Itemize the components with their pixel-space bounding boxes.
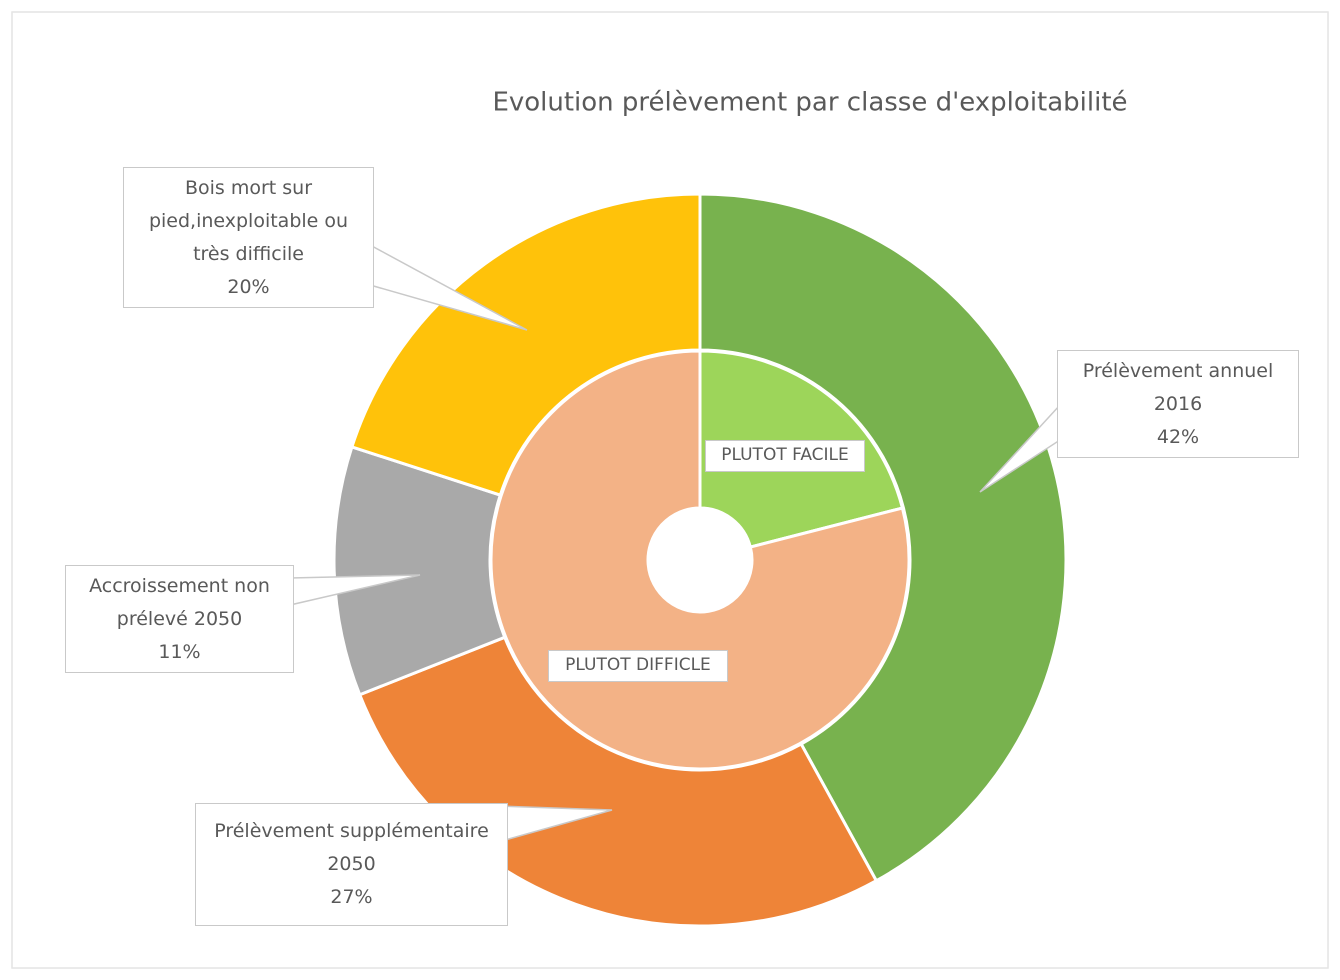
data-label: Prélèvement supplémentaire 2050 27% xyxy=(195,803,508,926)
data-label-name: Bois mort sur pied,inexploitable ou très… xyxy=(148,176,349,265)
data-label-value: 20% xyxy=(227,275,270,298)
data-label-value: 42% xyxy=(1156,425,1200,448)
data-label-value: 11% xyxy=(158,640,201,663)
data-label-name: Prélèvement annuel 2016 xyxy=(1082,359,1274,415)
inner-label: PLUTOT FACILE xyxy=(705,440,865,472)
chart-border xyxy=(11,11,1329,969)
data-label-value: 27% xyxy=(330,886,373,908)
data-label-name: Prélèvement supplémentaire 2050 xyxy=(214,820,489,875)
data-label: Accroissement non prélevé 2050 11% xyxy=(65,565,294,673)
inner-label: PLUTOT DIFFICLE xyxy=(548,650,728,682)
chart-title: Evolution prélèvement par classe d'explo… xyxy=(492,88,1127,118)
data-label: Prélèvement annuel 2016 42% xyxy=(1057,350,1299,458)
data-label-name: Accroissement non prélevé 2050 xyxy=(89,574,270,630)
data-label: Bois mort sur pied,inexploitable ou très… xyxy=(123,167,374,308)
